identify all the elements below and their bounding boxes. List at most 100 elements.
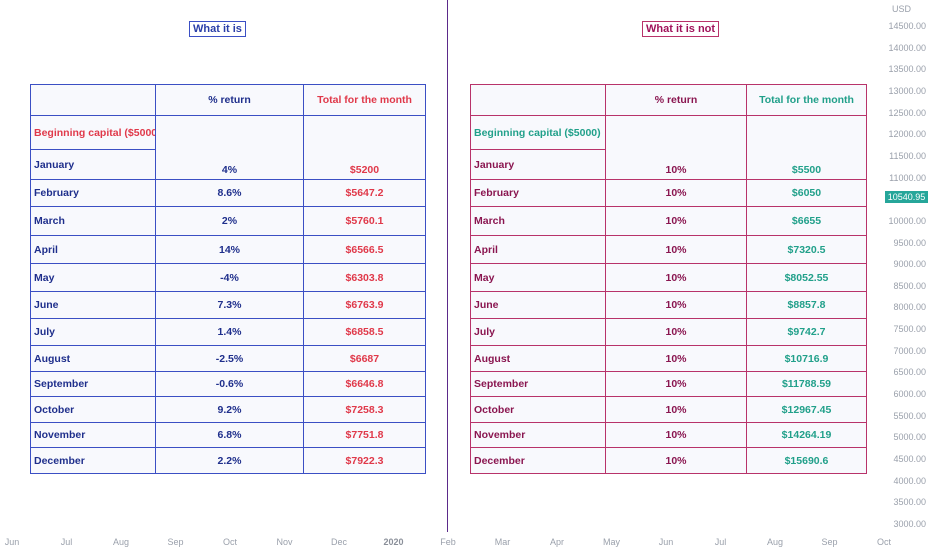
total-cell: $12967.45	[746, 396, 867, 423]
price-axis[interactable]: 14500.00 14000.00 13500.00 13000.00 12500.00…	[880, 0, 932, 532]
return-cell: 10%	[605, 447, 747, 474]
y-tick-label: 8000.00	[893, 302, 926, 313]
y-tick-label: 6500.00	[893, 367, 926, 378]
x-tick-label: Dec	[330, 537, 348, 547]
table-row: May -4% $6303.8	[30, 263, 426, 292]
x-tick-label: Oct	[222, 537, 238, 547]
return-cell: 8.6%	[155, 179, 304, 207]
currency-label: USD	[892, 4, 912, 14]
return-cell: 10%	[605, 263, 747, 292]
month-cell: April	[30, 235, 156, 264]
return-cell: 10%	[605, 371, 747, 397]
x-tick-label: Sep	[821, 537, 838, 547]
header-cell-month	[30, 84, 156, 116]
total-cell: $11788.59	[746, 371, 867, 397]
month-cell: February	[470, 179, 606, 207]
month-cell: August	[30, 345, 156, 372]
beginning-capital-cell: Beginning capital ($5000)	[30, 115, 156, 150]
total-cell: $5760.1	[303, 206, 426, 236]
x-tick-label: 2020	[383, 537, 404, 547]
total-cell: $6646.8	[303, 371, 426, 397]
y-tick-label: 12500.00	[888, 107, 926, 118]
return-cell: 4%	[155, 115, 304, 180]
table-row: November 6.8% $7751.8	[30, 422, 426, 448]
month-cell: January	[30, 149, 156, 180]
return-cell: 10%	[605, 235, 747, 264]
total-cell: $8052.55	[746, 263, 867, 292]
table-row: November 10% $14264.19	[470, 422, 867, 448]
x-tick-label: Jun	[658, 537, 674, 547]
x-tick-label: Aug	[112, 537, 130, 547]
table-row: March 10% $6655	[470, 206, 867, 236]
month-cell: May	[30, 263, 156, 292]
return-cell: -4%	[155, 263, 304, 292]
y-tick-label: 10000.00	[888, 215, 926, 226]
month-cell: April	[470, 235, 606, 264]
y-tick-label: 5000.00	[893, 432, 926, 443]
beginning-capital-row: Beginning capital ($5000) 4% $5200	[30, 115, 426, 180]
total-cell: $5200	[303, 115, 426, 180]
table-row: April 10% $7320.5	[470, 235, 867, 264]
table-row: December 10% $15690.6	[470, 447, 867, 474]
x-tick-label: Apr	[549, 537, 565, 547]
total-cell: $6655	[746, 206, 867, 236]
return-cell: 7.3%	[155, 291, 304, 319]
header-cell-month	[470, 84, 606, 116]
return-cell: 2%	[155, 206, 304, 236]
table-row: February 10% $6050	[470, 179, 867, 207]
time-axis[interactable]: Jun Jul Aug Sep Oct Nov Dec 2020 Feb Mar Apr May Jun…	[0, 532, 891, 550]
table-row: January	[30, 149, 426, 180]
table-header-row: % return Total for the month	[30, 84, 426, 116]
header-cell-return: % return	[155, 84, 304, 116]
y-tick-label: 11000.00	[889, 172, 926, 183]
table-row: August 10% $10716.9	[470, 345, 867, 372]
table-row: October 9.2% $7258.3	[30, 396, 426, 423]
total-cell: $5500	[746, 115, 867, 180]
return-cell: 10%	[605, 396, 747, 423]
y-tick-label: 3500.00	[893, 497, 926, 508]
total-cell: $9742.7	[746, 318, 867, 346]
table-row: February 8.6% $5647.2	[30, 179, 426, 207]
x-tick-label: May	[602, 537, 621, 547]
month-cell: September	[30, 371, 156, 397]
x-tick-label: Jul	[714, 537, 727, 547]
table-header-row: % return Total for the month	[470, 84, 867, 116]
x-tick-label: Nov	[276, 537, 293, 547]
y-tick-label: 4500.00	[893, 454, 926, 465]
return-cell: 10%	[605, 179, 747, 207]
total-cell: $7258.3	[303, 396, 426, 423]
table-row: April 14% $6566.5	[30, 235, 426, 264]
beginning-capital-cell: Beginning capital ($5000)	[470, 115, 606, 150]
total-cell: $15690.6	[746, 447, 867, 474]
total-cell: $5647.2	[303, 179, 426, 207]
x-tick-label: Mar	[494, 537, 511, 547]
return-cell: -0.6%	[155, 371, 304, 397]
x-tick-label: Oct	[876, 537, 892, 547]
y-tick-label: 8500.00	[893, 280, 926, 291]
y-tick-label: 11500.00	[889, 150, 926, 161]
total-cell: $7922.3	[303, 447, 426, 474]
return-cell: 10%	[605, 422, 747, 448]
table-row: September 10% $11788.59	[470, 371, 867, 397]
return-cell: 10%	[605, 206, 747, 236]
y-tick-label: 14500.00	[888, 21, 926, 31]
what-it-is-not-label: What it is not	[642, 21, 720, 37]
return-cell: 6.8%	[155, 422, 304, 448]
return-cell: 10%	[605, 115, 747, 180]
table-row: January	[470, 149, 867, 180]
total-cell: $6687	[303, 345, 426, 372]
return-cell: 14%	[155, 235, 304, 264]
total-cell: $14264.19	[746, 422, 867, 448]
last-price-badge: 10540.95	[885, 191, 928, 204]
total-cell: $7751.8	[303, 422, 426, 448]
table-row: July 1.4% $6858.5	[30, 318, 426, 346]
total-cell: $6858.5	[303, 318, 426, 346]
return-cell: 10%	[605, 345, 747, 372]
month-cell: September	[470, 371, 606, 397]
return-cell: 1.4%	[155, 318, 304, 346]
y-tick-label: 4000.00	[893, 475, 926, 486]
total-cell: $6763.9	[303, 291, 426, 319]
month-cell: June	[470, 291, 606, 319]
table-row: October 10% $12967.45	[470, 396, 867, 423]
header-cell-return: % return	[605, 84, 747, 116]
